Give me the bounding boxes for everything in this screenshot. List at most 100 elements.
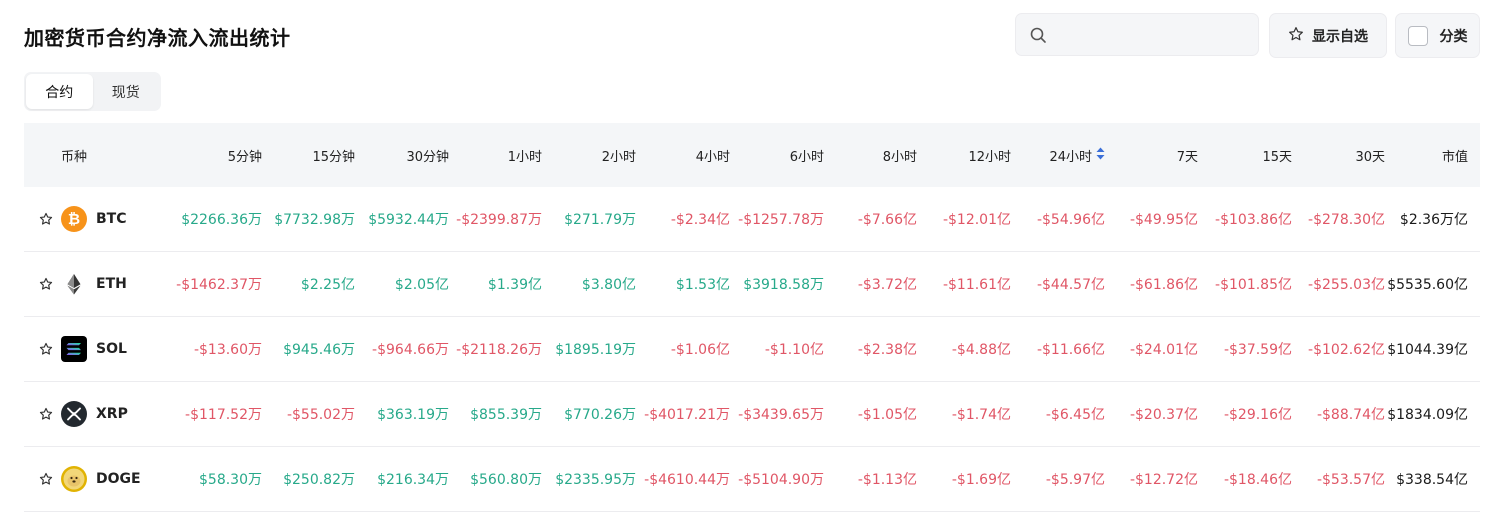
netflow-8h-cell: -$1.05亿 bbox=[857, 407, 917, 423]
coin-cell: ETH bbox=[39, 252, 127, 316]
table-row[interactable]: DOGE $58.30万 $250.82万 $216.34万 $560.80万 $2335… bbox=[24, 447, 1480, 512]
sort-icon[interactable] bbox=[1096, 147, 1105, 164]
coin-cell: SOL bbox=[39, 317, 127, 381]
table-body: ₿ BTC $2266.36万 $7732.98万 $5932.44万 -$2399.87… bbox=[24, 187, 1480, 512]
table-header: 币种 5分钟 15分钟 30分钟 1小时 2小时 4小时 6小时 8小时 12小… bbox=[24, 123, 1480, 187]
netflow-24h-cell: -$6.45亿 bbox=[1045, 407, 1105, 423]
netflow-4h-cell: -$4017.21万 bbox=[644, 407, 730, 423]
netflow-6h-cell: -$5104.90万 bbox=[738, 472, 824, 488]
netflow-15m-cell: $7732.98万 bbox=[274, 212, 355, 228]
netflow-2h-cell: $1895.19万 bbox=[555, 342, 636, 358]
search-input[interactable] bbox=[1060, 22, 1254, 50]
netflow-2h-cell: $3.80亿 bbox=[581, 277, 636, 293]
netflow-15m-cell: $250.82万 bbox=[283, 472, 355, 488]
netflow-6h-cell: -$1257.78万 bbox=[738, 212, 824, 228]
market-cap-cell: $1834.09亿 bbox=[1387, 407, 1468, 423]
column-header-24h[interactable]: 24小时 bbox=[1007, 123, 1105, 187]
show-favorites-label: 显示自选 bbox=[1312, 28, 1368, 45]
xrp-logo-icon bbox=[61, 401, 87, 427]
table-row[interactable]: ETH -$1462.37万 $2.25亿 $2.05亿 $1.39亿 $3.80亿 $1.… bbox=[24, 252, 1480, 317]
column-header-12h[interactable]: 12小时 bbox=[968, 149, 1011, 165]
netflow-15d-cell: -$29.16亿 bbox=[1223, 407, 1292, 423]
netflow-5m-cell: -$13.60万 bbox=[193, 342, 262, 358]
column-header-4h[interactable]: 4小时 bbox=[695, 149, 730, 165]
column-header-2h[interactable]: 2小时 bbox=[601, 149, 636, 165]
netflow-1h-cell: -$2118.26万 bbox=[456, 342, 542, 358]
solana-logo-icon bbox=[61, 336, 87, 362]
netflow-15m-cell: $945.46万 bbox=[283, 342, 355, 358]
favorite-star-icon[interactable] bbox=[39, 277, 53, 291]
netflow-7d-cell: -$61.86亿 bbox=[1129, 277, 1198, 293]
favorite-star-icon[interactable] bbox=[39, 472, 53, 486]
table-row[interactable]: XRP -$117.52万 -$55.02万 $363.19万 $855.39万 $770… bbox=[24, 382, 1480, 447]
netflow-30d-cell: -$53.57亿 bbox=[1316, 472, 1385, 488]
column-header-7d[interactable]: 7天 bbox=[1176, 149, 1198, 165]
coin-symbol[interactable]: SOL bbox=[96, 341, 127, 357]
column-header-market-cap[interactable]: 市值 bbox=[1441, 149, 1468, 165]
netflow-30d-cell: -$255.03亿 bbox=[1308, 277, 1385, 293]
category-checkbox[interactable] bbox=[1407, 25, 1428, 46]
netflow-2h-cell: $770.26万 bbox=[564, 407, 636, 423]
category-label: 分类 bbox=[1439, 28, 1468, 45]
netflow-6h-cell: -$1.10亿 bbox=[764, 342, 824, 358]
netflow-6h-cell: $3918.58万 bbox=[743, 277, 824, 293]
netflow-12h-cell: -$1.74亿 bbox=[951, 407, 1011, 423]
netflow-1h-cell: $1.39亿 bbox=[487, 277, 542, 293]
coin-cell: XRP bbox=[39, 382, 128, 446]
search-box[interactable] bbox=[1015, 13, 1259, 56]
netflow-30m-cell: $2.05亿 bbox=[394, 277, 449, 293]
netflow-24h-cell: -$44.57亿 bbox=[1036, 277, 1105, 293]
coin-symbol[interactable]: XRP bbox=[96, 406, 128, 422]
netflow-12h-cell: -$11.61亿 bbox=[942, 277, 1011, 293]
netflow-table: 币种 5分钟 15分钟 30分钟 1小时 2小时 4小时 6小时 8小时 12小… bbox=[24, 123, 1480, 512]
netflow-4h-cell: -$2.34亿 bbox=[670, 212, 730, 228]
column-header-1h[interactable]: 1小时 bbox=[507, 149, 542, 165]
column-header-15d[interactable]: 15天 bbox=[1262, 149, 1292, 165]
column-header-coin[interactable]: 币种 bbox=[61, 149, 88, 165]
table-row[interactable]: SOL -$13.60万 $945.46万 -$964.66万 -$2118.26万 $1… bbox=[24, 317, 1480, 382]
netflow-8h-cell: -$7.66亿 bbox=[857, 212, 917, 228]
svg-text:₿: ₿ bbox=[68, 210, 80, 228]
netflow-12h-cell: -$12.01亿 bbox=[942, 212, 1011, 228]
show-favorites-button[interactable]: 显示自选 bbox=[1269, 13, 1387, 58]
coin-symbol[interactable]: BTC bbox=[96, 211, 127, 227]
coin-symbol[interactable]: DOGE bbox=[96, 471, 141, 487]
coin-cell: ₿ BTC bbox=[39, 187, 127, 251]
bitcoin-logo-icon: ₿ bbox=[61, 206, 87, 232]
netflow-15d-cell: -$101.85亿 bbox=[1215, 277, 1292, 293]
category-toggle[interactable]: 分类 bbox=[1395, 13, 1480, 58]
dogecoin-logo-icon bbox=[61, 466, 87, 492]
netflow-4h-cell: -$1.06亿 bbox=[670, 342, 730, 358]
market-type-tabs: 合约 现货 bbox=[24, 72, 161, 111]
column-header-30d[interactable]: 30天 bbox=[1355, 149, 1385, 165]
column-header-8h[interactable]: 8小时 bbox=[882, 149, 917, 165]
column-header-5m[interactable]: 5分钟 bbox=[227, 149, 262, 165]
netflow-24h-cell: -$54.96亿 bbox=[1036, 212, 1105, 228]
netflow-5m-cell: -$117.52万 bbox=[185, 407, 262, 423]
favorite-star-icon[interactable] bbox=[39, 342, 53, 356]
market-cap-cell: $1044.39亿 bbox=[1387, 342, 1468, 358]
netflow-8h-cell: -$1.13亿 bbox=[857, 472, 917, 488]
netflow-15d-cell: -$103.86亿 bbox=[1215, 212, 1292, 228]
netflow-4h-cell: $1.53亿 bbox=[675, 277, 730, 293]
favorite-star-icon[interactable] bbox=[39, 212, 53, 226]
column-header-24h-label: 24小时 bbox=[1049, 149, 1092, 165]
table-row[interactable]: ₿ BTC $2266.36万 $7732.98万 $5932.44万 -$2399.87… bbox=[24, 187, 1480, 252]
netflow-5m-cell: $58.30万 bbox=[199, 472, 262, 488]
coin-symbol[interactable]: ETH bbox=[96, 276, 127, 292]
market-cap-cell: $2.36万亿 bbox=[1399, 212, 1468, 228]
tab-spot[interactable]: 现货 bbox=[111, 84, 140, 101]
netflow-2h-cell: $2335.95万 bbox=[555, 472, 636, 488]
netflow-15m-cell: $2.25亿 bbox=[300, 277, 355, 293]
netflow-6h-cell: -$3439.65万 bbox=[738, 407, 824, 423]
netflow-24h-cell: -$11.66亿 bbox=[1036, 342, 1105, 358]
netflow-1h-cell: -$2399.87万 bbox=[456, 212, 542, 228]
favorite-star-icon[interactable] bbox=[39, 407, 53, 421]
netflow-8h-cell: -$2.38亿 bbox=[857, 342, 917, 358]
netflow-5m-cell: $2266.36万 bbox=[181, 212, 262, 228]
column-header-30m[interactable]: 30分钟 bbox=[406, 149, 449, 165]
market-cap-cell: $338.54亿 bbox=[1396, 472, 1468, 488]
column-header-6h[interactable]: 6小时 bbox=[789, 149, 824, 165]
tab-futures[interactable]: 合约 bbox=[26, 74, 93, 109]
column-header-15m[interactable]: 15分钟 bbox=[312, 149, 355, 165]
